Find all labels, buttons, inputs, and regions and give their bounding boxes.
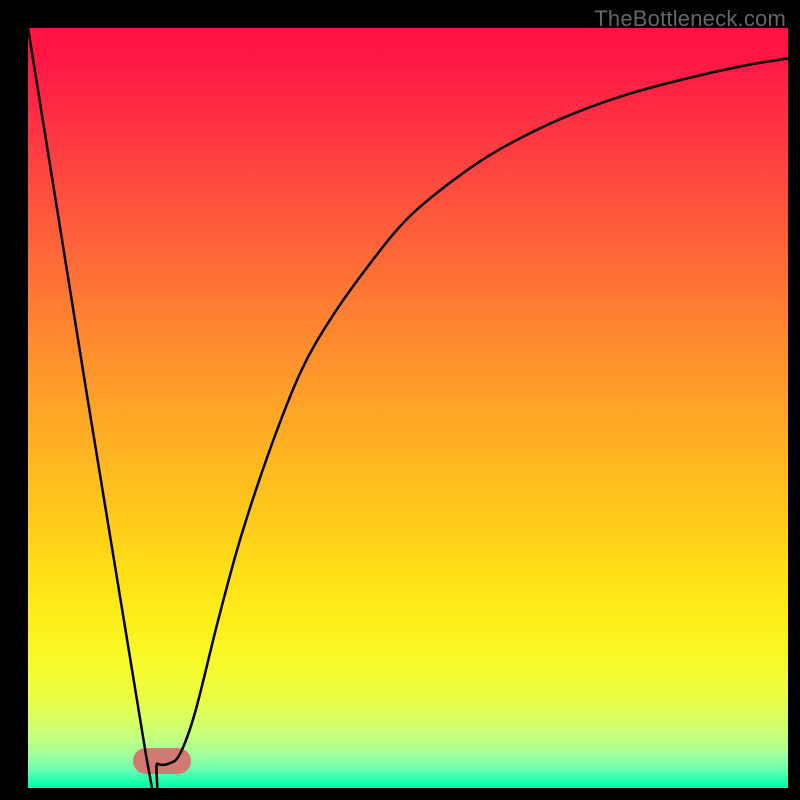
plot-area [28, 28, 788, 788]
gradient-background [28, 28, 788, 788]
watermark-text: TheBottleneck.com [594, 6, 786, 32]
